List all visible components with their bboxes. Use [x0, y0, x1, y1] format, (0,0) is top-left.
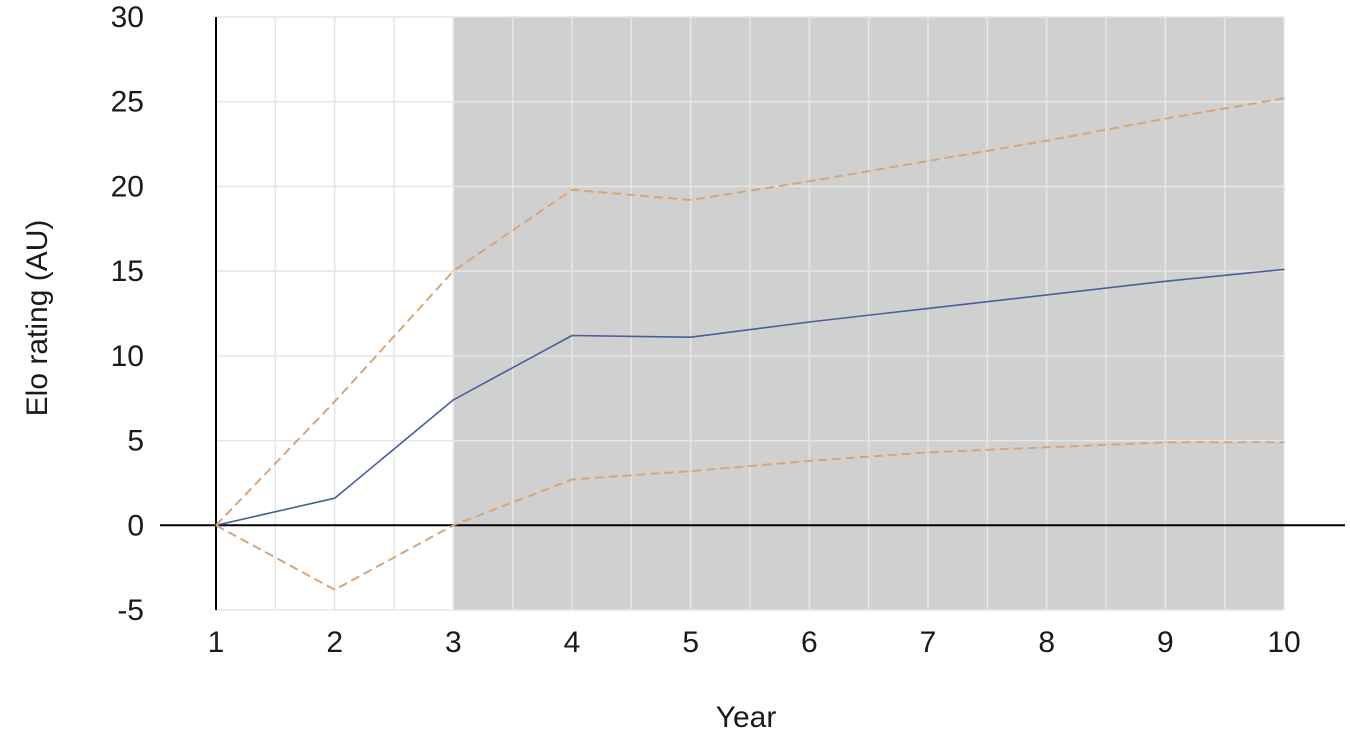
y-tick-label: 20 [111, 170, 144, 203]
x-tick-label: 4 [564, 626, 581, 659]
x-tick-label: 8 [1038, 626, 1055, 659]
data-point [927, 451, 929, 454]
x-axis-title: Year [716, 701, 777, 734]
data-point [571, 334, 573, 337]
data-point [1164, 118, 1166, 120]
x-tick-label: 1 [208, 626, 225, 659]
data-point [690, 470, 692, 472]
y-tick-label: 0 [127, 509, 144, 542]
data-point [334, 497, 336, 499]
series-lines [215, 97, 1285, 591]
data-point [927, 160, 929, 162]
x-tick-label: 3 [445, 626, 462, 659]
data-point [1283, 268, 1285, 271]
y-tick-label: 10 [111, 340, 144, 373]
data-point [808, 321, 810, 323]
data-point [452, 399, 454, 401]
y-tick-labels: -5 0 5 10 15 20 25 30 [111, 1, 144, 627]
x-tick-label: 7 [920, 626, 937, 659]
data-point [571, 478, 573, 481]
y-tick-label: 5 [127, 425, 144, 458]
data-point [690, 199, 692, 201]
x-tick-label: 2 [326, 626, 343, 659]
y-tick-label: -5 [117, 594, 144, 627]
x-tick-label: 9 [1157, 626, 1174, 659]
data-point [1046, 140, 1048, 142]
data-point [690, 336, 692, 338]
axes [160, 17, 1345, 610]
data-point [1283, 97, 1285, 99]
x-tick-labels: 1 2 3 4 5 6 7 8 9 10 [208, 626, 1301, 659]
series-line-2 [215, 97, 1285, 526]
data-point [571, 189, 573, 191]
data-point [927, 307, 929, 310]
data-point [215, 524, 217, 526]
data-point [334, 401, 336, 403]
data-point [1046, 294, 1048, 296]
data-point [452, 524, 454, 526]
data-point [334, 589, 336, 591]
data-point [1164, 280, 1166, 282]
series-line-3 [215, 441, 1284, 591]
x-tick-label: 5 [682, 626, 699, 659]
series-line-1 [215, 268, 1285, 527]
data-point [1164, 441, 1166, 443]
y-tick-label: 25 [111, 86, 144, 119]
data-point [1283, 441, 1285, 443]
y-tick-label: 15 [111, 255, 144, 288]
data-point [808, 460, 810, 462]
data-point [1046, 446, 1048, 448]
x-tick-label: 6 [801, 626, 818, 659]
y-axis-title: Elo rating (AU) [21, 220, 54, 417]
data-point [808, 180, 810, 182]
x-tick-label: 10 [1267, 626, 1300, 659]
data-point [452, 270, 454, 272]
y-tick-label: 30 [111, 1, 144, 34]
